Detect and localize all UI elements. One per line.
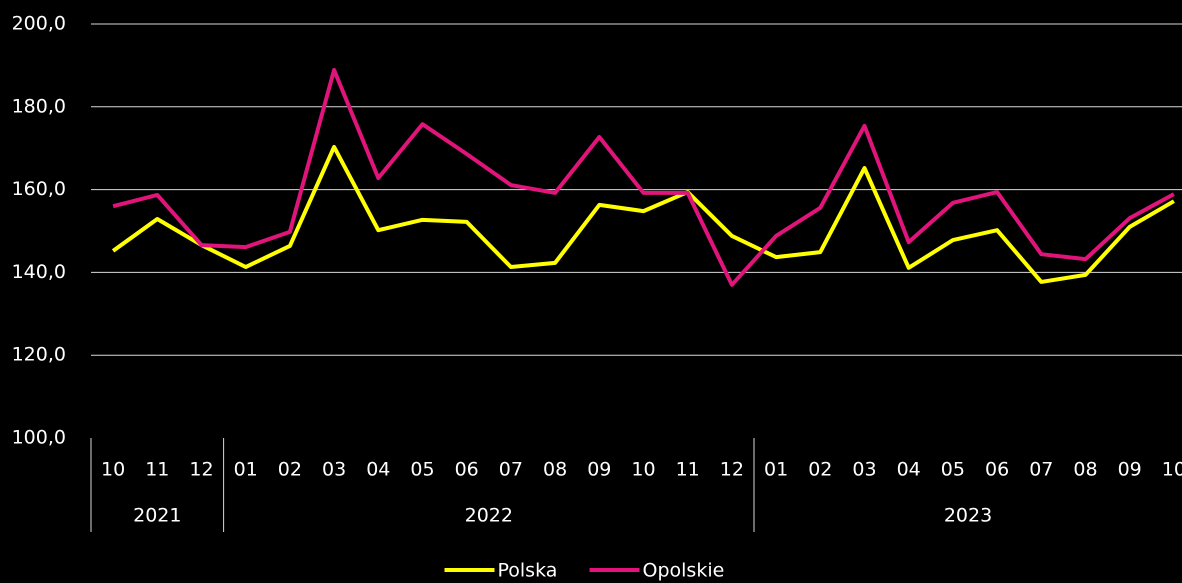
x-tick-label: 08: [543, 459, 567, 481]
x-tick-label: 05: [941, 459, 965, 481]
legend-label: Opolskie: [643, 560, 725, 582]
x-tick-label: 04: [366, 459, 390, 481]
x-tick-label: 12: [189, 459, 213, 481]
x-tick-label: 07: [499, 459, 523, 481]
x-tick-label: 09: [1118, 459, 1142, 481]
series-line: [112, 67, 1175, 287]
x-group-label: 2021: [133, 505, 181, 527]
x-group-label: 2023: [944, 505, 992, 527]
x-tick-label: 04: [897, 459, 921, 481]
x-tick-label: 07: [1029, 459, 1053, 481]
y-tick-label: 140,0: [12, 261, 66, 283]
series-line: [111, 144, 1175, 284]
legend-label: Polska: [498, 560, 558, 582]
x-tick-label: 11: [676, 459, 700, 481]
x-tick-label: 06: [985, 459, 1009, 481]
x-tick-label: 02: [808, 459, 832, 481]
x-tick-label: 01: [234, 459, 258, 481]
x-tick-label: 11: [145, 459, 169, 481]
x-group-label: 2022: [465, 505, 513, 527]
x-tick-label: 10: [101, 459, 125, 481]
x-tick-label: 06: [455, 459, 479, 481]
y-tick-label: 100,0: [12, 427, 66, 449]
x-tick-label: 03: [852, 459, 876, 481]
x-tick-label: 05: [410, 459, 434, 481]
y-tick-label: 180,0: [12, 95, 66, 117]
x-tick-label: 02: [278, 459, 302, 481]
x-tick-label: 09: [587, 459, 611, 481]
x-tick-label: 08: [1073, 459, 1097, 481]
x-tick-label: 10: [1162, 459, 1182, 481]
y-tick-label: 120,0: [12, 344, 66, 366]
y-tick-label: 160,0: [12, 178, 66, 200]
x-tick-label: 03: [322, 459, 346, 481]
x-tick-label: 10: [631, 459, 655, 481]
x-tick-label: 01: [764, 459, 788, 481]
x-tick-label: 12: [720, 459, 744, 481]
y-tick-label: 200,0: [12, 13, 66, 35]
